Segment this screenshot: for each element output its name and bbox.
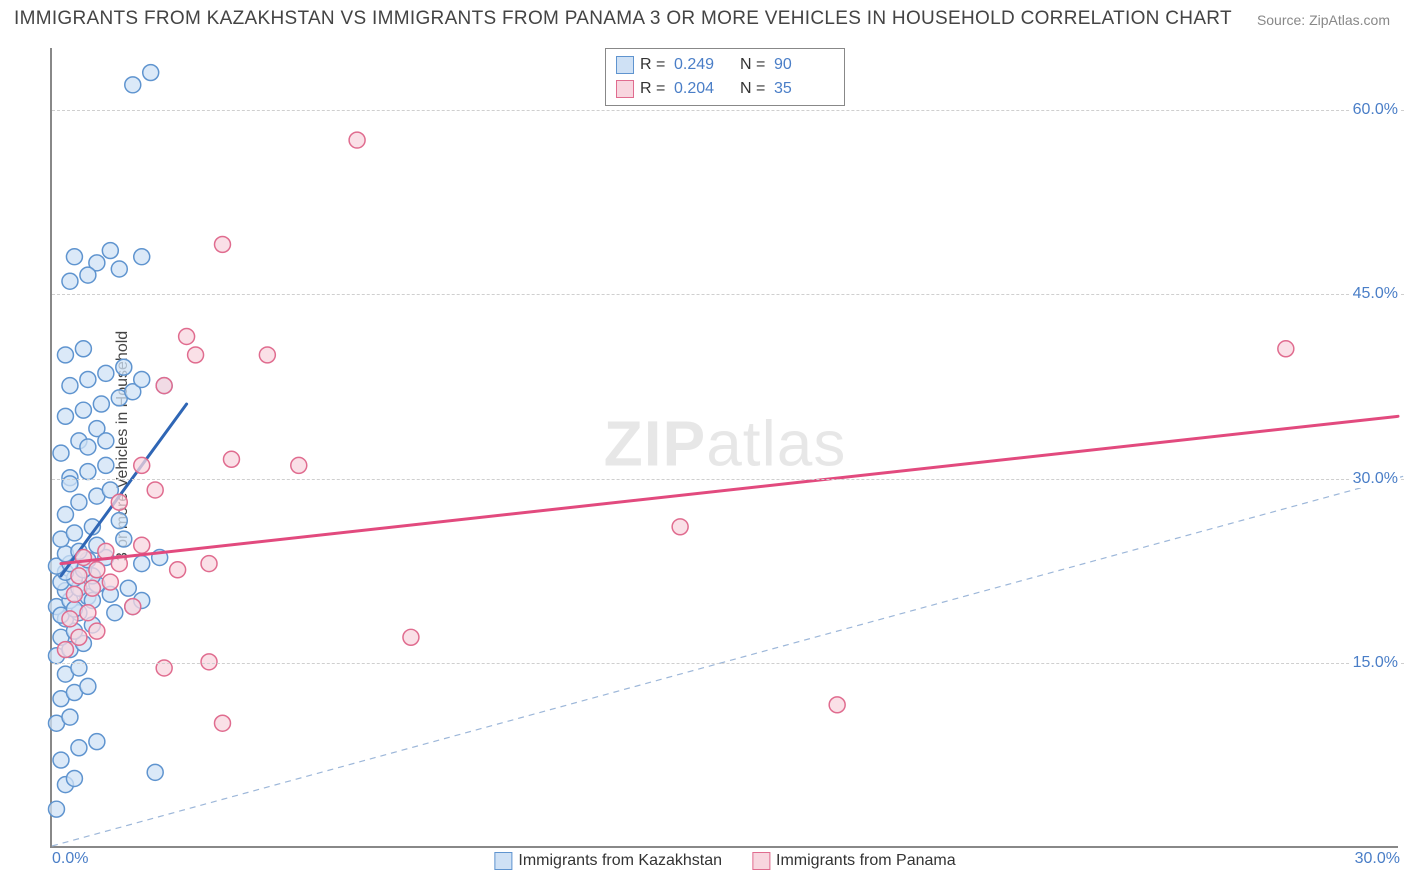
legend-item-panama: Immigrants from Panama [752, 852, 956, 870]
swatch-kazakhstan [494, 852, 512, 870]
legend-row-panama: R = 0.204 N = 35 [616, 77, 834, 101]
gridline [52, 479, 1404, 480]
r-value-panama: 0.204 [674, 80, 734, 98]
swatch-kazakhstan [616, 56, 634, 74]
legend-series: Immigrants from Kazakhstan Immigrants fr… [494, 852, 955, 870]
r-value-kazakhstan: 0.249 [674, 56, 734, 74]
plot-svg [52, 48, 1398, 846]
legend-correlation: R = 0.249 N = 90 R = 0.204 N = 35 [605, 48, 845, 106]
x-tick-min: 0.0% [52, 850, 88, 868]
legend-item-kazakhstan: Immigrants from Kazakhstan [494, 852, 722, 870]
chart-title: IMMIGRANTS FROM KAZAKHSTAN VS IMMIGRANTS… [14, 8, 1232, 30]
series-name-kazakhstan: Immigrants from Kazakhstan [518, 852, 722, 870]
legend-row-kazakhstan: R = 0.249 N = 90 [616, 53, 834, 77]
source-label: Source: ZipAtlas.com [1257, 12, 1390, 28]
gridline [52, 294, 1404, 295]
n-label: N = [740, 80, 768, 98]
n-value-kazakhstan: 90 [774, 56, 834, 74]
n-value-panama: 35 [774, 80, 834, 98]
y-tick-label: 15.0% [1351, 654, 1400, 672]
gridline [52, 110, 1404, 111]
series-name-panama: Immigrants from Panama [776, 852, 956, 870]
y-tick-label: 30.0% [1351, 470, 1400, 488]
swatch-panama [616, 80, 634, 98]
gridline [52, 663, 1404, 664]
y-tick-label: 45.0% [1351, 285, 1400, 303]
x-tick-max: 30.0% [1355, 850, 1400, 868]
n-label: N = [740, 56, 768, 74]
plot-area: ZIPatlas R = 0.249 N = 90 R = 0.204 N = … [50, 48, 1398, 848]
r-label: R = [640, 56, 668, 74]
r-label: R = [640, 80, 668, 98]
swatch-panama [752, 852, 770, 870]
y-tick-label: 60.0% [1351, 101, 1400, 119]
